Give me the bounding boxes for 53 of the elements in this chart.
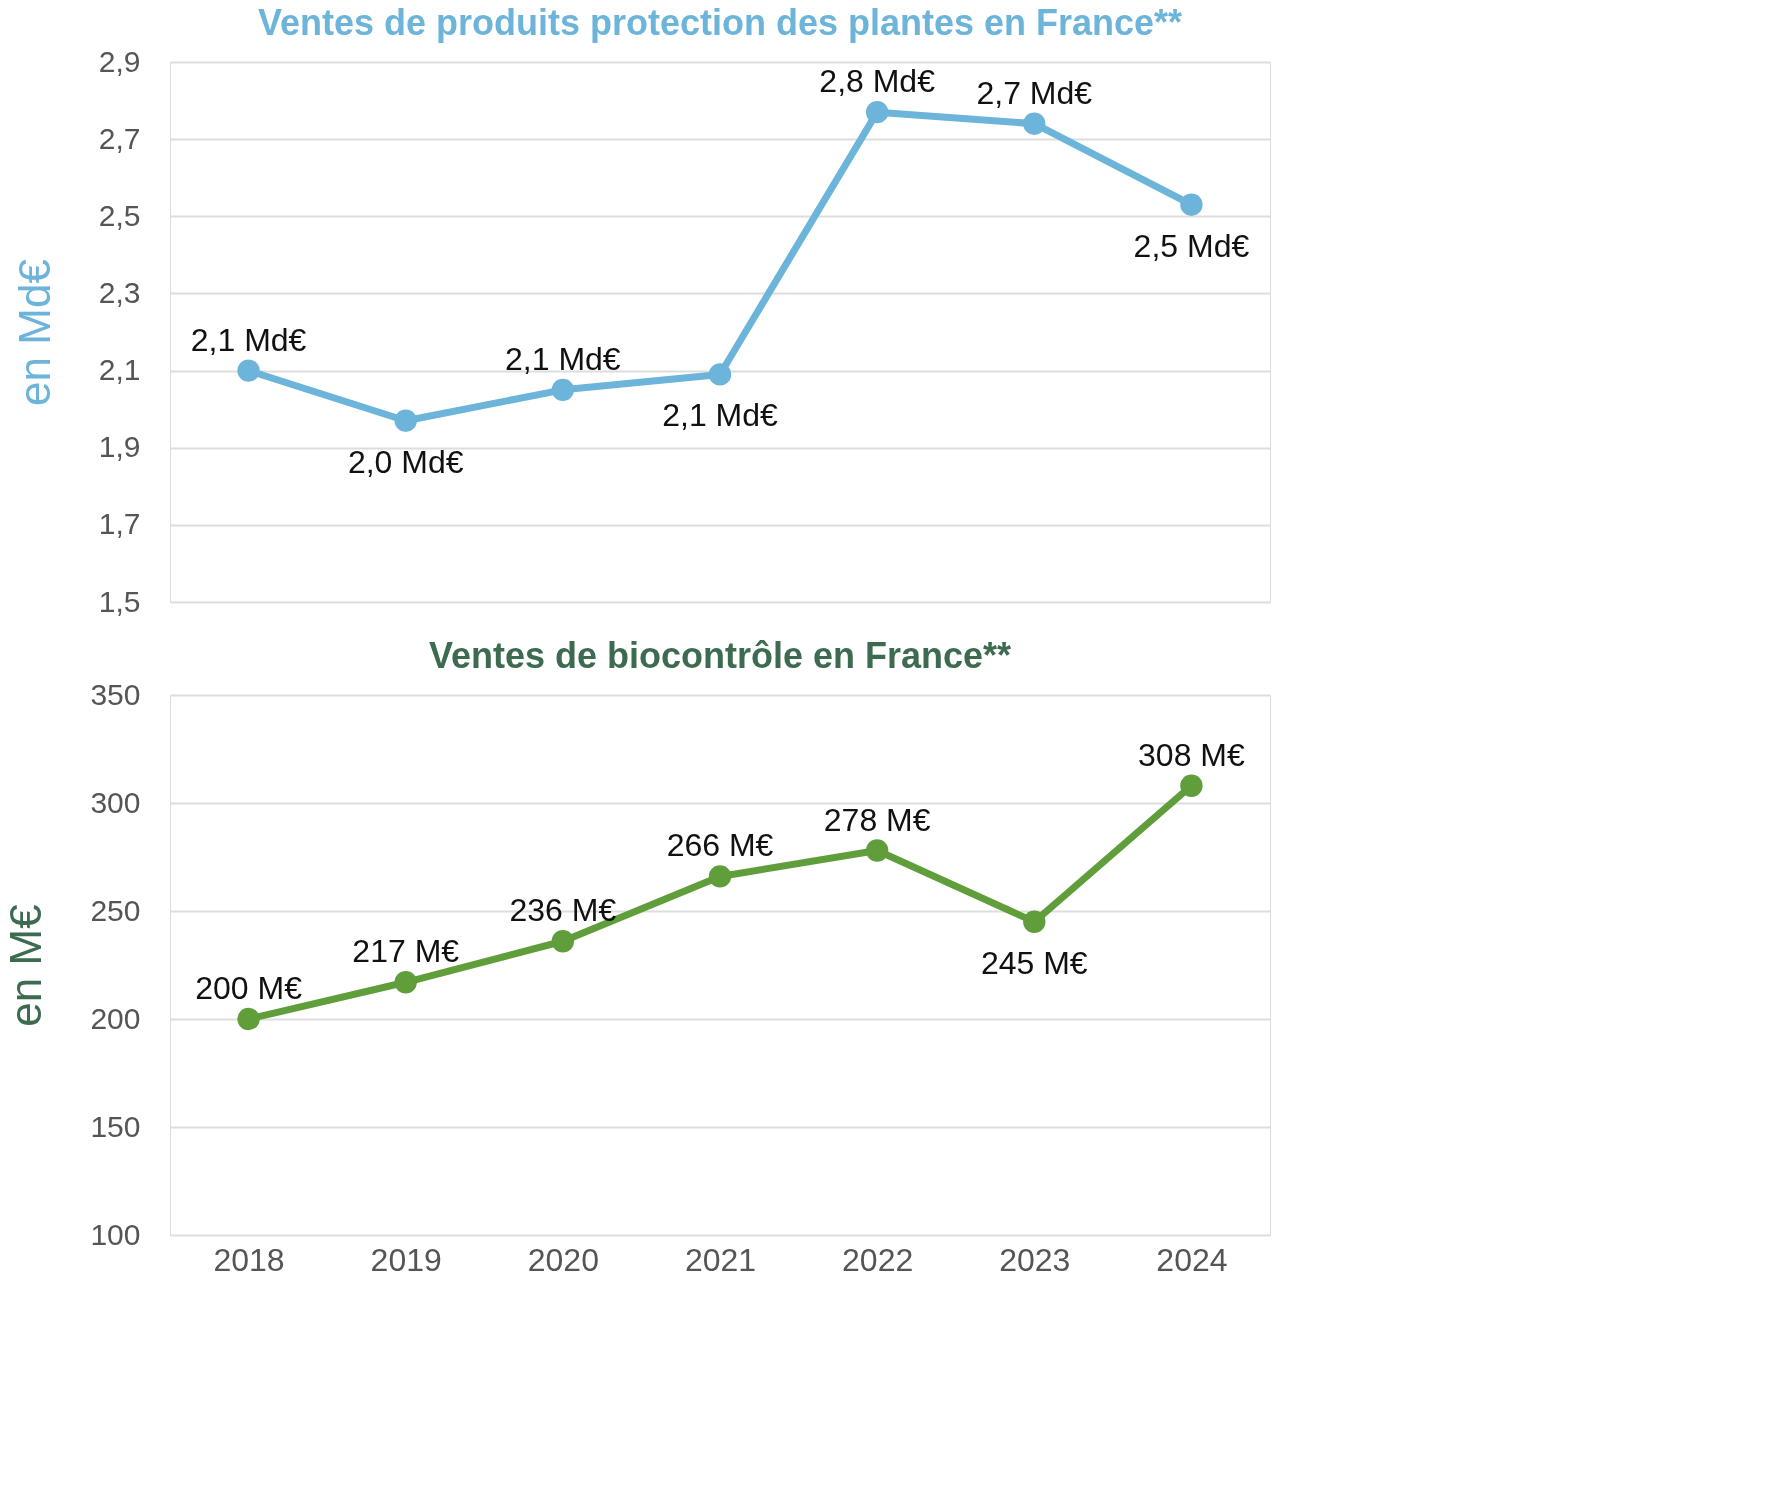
- y-tick-label: 250: [90, 893, 141, 927]
- x-tick-label: 2019: [370, 1241, 442, 1278]
- data-label: 2,8 Md€: [819, 63, 936, 100]
- data-label: 2,7 Md€: [976, 74, 1093, 111]
- data-label: 236 M€: [509, 892, 617, 929]
- point: [551, 930, 575, 953]
- data-label: 200 M€: [195, 970, 303, 1006]
- point: [708, 865, 732, 888]
- y-axis-title: en Md€: [9, 259, 59, 406]
- y-tick-label: 2,5: [98, 198, 141, 232]
- data-label: 245 M€: [980, 944, 1088, 981]
- point: [237, 1007, 260, 1031]
- point: [394, 409, 417, 432]
- y-tick-label: 150: [90, 1109, 141, 1143]
- y-tick-label: 350: [90, 677, 141, 711]
- point: [708, 363, 732, 386]
- x-tick-label: 2020: [527, 1241, 599, 1278]
- chart-title: Ventes de biocontrôle en France**: [428, 635, 1012, 676]
- x-tick-label: 2023: [999, 1241, 1071, 1278]
- y-tick-label: 1,7: [98, 507, 141, 541]
- y-tick-label: 1,9: [98, 430, 141, 464]
- data-label: 266 M€: [666, 827, 774, 864]
- y-tick-label: 2,3: [98, 275, 141, 309]
- point: [1180, 193, 1203, 216]
- y-tick-label: 100: [90, 1217, 141, 1251]
- y-axis-title: en M€: [1, 904, 51, 1027]
- data-label: 2,1 Md€: [190, 321, 307, 358]
- y-tick-label: 2,7: [98, 121, 141, 155]
- data-label: 217 M€: [352, 933, 460, 970]
- x-tick-label: 2021: [684, 1241, 757, 1278]
- x-tick-label: 2018: [213, 1241, 285, 1278]
- point: [237, 359, 260, 382]
- data-label: 2,0 Md€: [347, 443, 464, 480]
- point: [551, 378, 575, 402]
- y-tick-label: 200: [90, 1001, 141, 1035]
- point: [865, 100, 889, 124]
- point: [1023, 112, 1046, 135]
- y-tick-label: 1,5: [98, 584, 141, 618]
- data-label: 278 M€: [823, 801, 931, 838]
- data-label: 2,1 Md€: [505, 340, 621, 377]
- x-tick-label: 2024: [1156, 1241, 1228, 1278]
- y-tick-label: 2,1: [98, 353, 141, 387]
- point: [1180, 774, 1203, 797]
- point: [394, 971, 417, 994]
- y-tick-label: 300: [90, 785, 141, 819]
- point: [1023, 910, 1046, 933]
- data-label: 2,5 Md€: [1133, 227, 1250, 264]
- chart-title: Ventes de produits protection des plantes en France**: [257, 2, 1183, 43]
- data-label: 308 M€: [1138, 736, 1245, 773]
- point: [865, 839, 889, 862]
- y-tick-label: 2,9: [98, 44, 141, 78]
- data-label: 2,1 Md€: [662, 397, 779, 434]
- x-tick-label: 2022: [842, 1241, 914, 1278]
